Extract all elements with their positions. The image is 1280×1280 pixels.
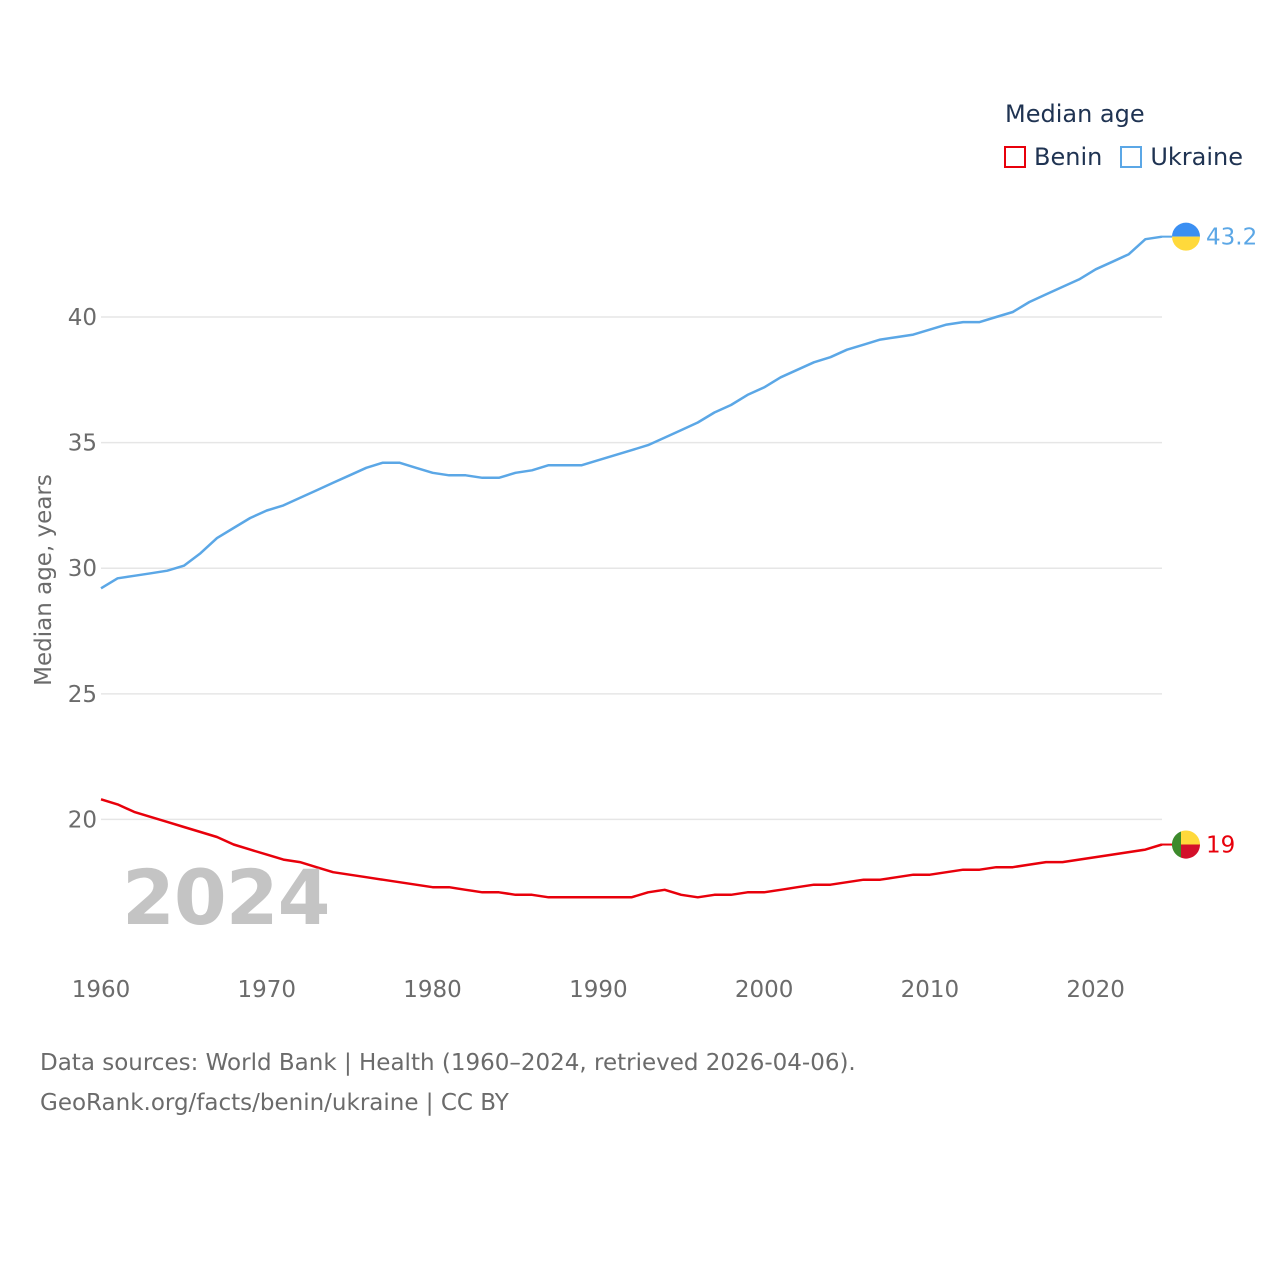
y-tick-30: 30 <box>68 556 97 582</box>
x-tick-1990: 1990 <box>569 977 628 1003</box>
grid-lines <box>101 316 1162 821</box>
legend-title: Median age <box>1005 100 1145 128</box>
series-lines <box>100 235 1163 899</box>
y-tick-35: 35 <box>68 431 97 457</box>
x-tick-1970: 1970 <box>238 977 297 1003</box>
x-tick-2000: 2000 <box>735 977 794 1003</box>
series-line-benin[interactable] <box>100 798 1163 899</box>
y-axis-title: Median age, years <box>31 474 57 686</box>
source-note: Data sources: World Bank | Health (1960–… <box>40 1043 856 1123</box>
flag-icon-benin <box>1171 830 1200 859</box>
legend-item-ukraine[interactable]: Ukraine <box>1120 143 1243 171</box>
legend-swatch-ukraine <box>1120 146 1143 168</box>
end-markers: 19 43.2 <box>1162 222 1257 859</box>
y-axis: 20 25 30 35 40 <box>68 305 97 833</box>
x-axis: 1960 1970 1980 1990 2000 2010 2020 <box>72 977 1125 1003</box>
end-label-ukraine: 43.2 <box>1206 225 1257 251</box>
y-tick-20: 20 <box>68 807 97 833</box>
x-tick-2020: 2020 <box>1066 977 1125 1003</box>
source-line-link[interactable]: GeoRank.org/facts/benin/ukraine | CC BY <box>40 1090 509 1116</box>
x-tick-1980: 1980 <box>403 977 462 1003</box>
y-tick-40: 40 <box>68 305 97 331</box>
legend-label-benin: Benin <box>1034 143 1103 171</box>
flag-icon-ukraine <box>1172 222 1200 251</box>
series-line-ukraine[interactable] <box>100 235 1163 590</box>
x-tick-1960: 1960 <box>72 977 131 1003</box>
year-watermark: 2024 <box>122 853 331 942</box>
legend: Benin Ukraine <box>1004 143 1261 171</box>
legend-label-ukraine: Ukraine <box>1150 143 1244 171</box>
source-line-data: Data sources: World Bank | Health (1960–… <box>40 1050 856 1076</box>
end-label-benin: 19 <box>1206 833 1235 859</box>
legend-item-benin[interactable]: Benin <box>1004 143 1102 171</box>
legend-swatch-benin <box>1004 146 1026 168</box>
x-tick-2010: 2010 <box>901 977 960 1003</box>
y-tick-25: 25 <box>68 682 97 708</box>
